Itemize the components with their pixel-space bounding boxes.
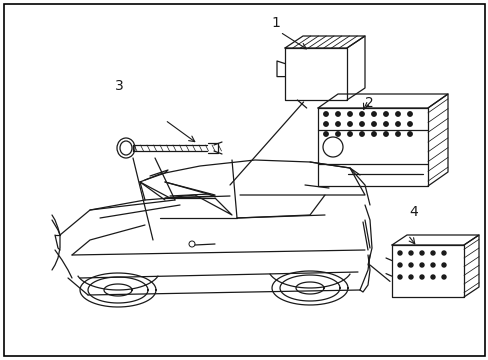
Text: 3: 3 bbox=[115, 80, 124, 93]
Circle shape bbox=[323, 132, 327, 136]
Circle shape bbox=[335, 122, 340, 126]
Circle shape bbox=[395, 112, 399, 116]
Text: 2: 2 bbox=[364, 96, 373, 109]
Circle shape bbox=[395, 122, 399, 126]
Circle shape bbox=[383, 122, 387, 126]
Circle shape bbox=[383, 132, 387, 136]
Circle shape bbox=[347, 122, 351, 126]
Circle shape bbox=[397, 251, 401, 255]
Circle shape bbox=[441, 275, 445, 279]
Circle shape bbox=[395, 132, 399, 136]
Circle shape bbox=[371, 122, 375, 126]
Circle shape bbox=[430, 275, 434, 279]
Circle shape bbox=[359, 132, 364, 136]
Circle shape bbox=[383, 112, 387, 116]
Circle shape bbox=[407, 132, 411, 136]
Text: 4: 4 bbox=[408, 206, 417, 219]
Circle shape bbox=[397, 275, 401, 279]
Circle shape bbox=[419, 263, 423, 267]
Circle shape bbox=[430, 263, 434, 267]
Circle shape bbox=[441, 251, 445, 255]
Circle shape bbox=[408, 251, 412, 255]
Circle shape bbox=[407, 112, 411, 116]
Circle shape bbox=[323, 112, 327, 116]
Circle shape bbox=[419, 251, 423, 255]
Circle shape bbox=[323, 122, 327, 126]
Circle shape bbox=[430, 251, 434, 255]
Circle shape bbox=[359, 122, 364, 126]
Circle shape bbox=[371, 132, 375, 136]
Circle shape bbox=[397, 263, 401, 267]
Circle shape bbox=[335, 132, 340, 136]
Circle shape bbox=[408, 275, 412, 279]
Circle shape bbox=[371, 112, 375, 116]
Circle shape bbox=[347, 132, 351, 136]
Text: 1: 1 bbox=[271, 17, 280, 30]
Circle shape bbox=[408, 263, 412, 267]
Circle shape bbox=[347, 112, 351, 116]
Circle shape bbox=[407, 122, 411, 126]
Circle shape bbox=[419, 275, 423, 279]
Circle shape bbox=[441, 263, 445, 267]
Circle shape bbox=[359, 112, 364, 116]
Circle shape bbox=[335, 112, 340, 116]
